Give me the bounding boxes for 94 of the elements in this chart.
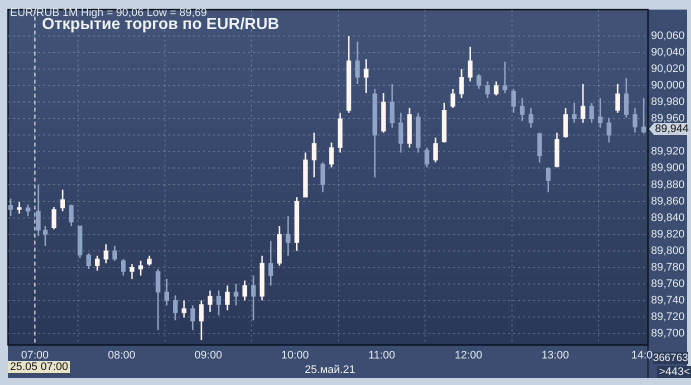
candlestick	[485, 80, 490, 99]
candlestick	[598, 97, 603, 128]
y-tick-label: 89,920	[651, 146, 685, 158]
candlestick	[520, 97, 525, 122]
x-tick-label: 07:00	[21, 350, 49, 362]
x-tick-label: 09:00	[194, 350, 222, 362]
x-tick-label: 14:0	[631, 350, 653, 362]
y-tick-label: 89,740	[651, 294, 685, 306]
candlestick	[42, 225, 48, 247]
candlestick	[156, 268, 160, 331]
candlestick	[268, 240, 274, 286]
candlestick	[26, 204, 30, 217]
candlestick	[572, 102, 577, 124]
candlestick	[468, 46, 473, 82]
candlestick	[121, 258, 126, 276]
candlestick	[94, 255, 100, 272]
y-tick-label: 90,040	[651, 46, 685, 59]
candlestick	[251, 274, 256, 321]
y-tick-label: 89,700	[651, 327, 685, 340]
x-tick-label: 13:00	[541, 350, 569, 362]
candlestick	[286, 215, 290, 257]
candlestick	[450, 88, 456, 109]
candlestick	[68, 204, 74, 227]
candlestick	[494, 80, 499, 96]
candlestick	[433, 136, 438, 164]
candlestick	[130, 263, 134, 280]
candlestick	[173, 294, 178, 321]
candlestick	[398, 112, 404, 154]
chart-subtitle: EUR/RUB 1M High = 90,06 Low = 89,69	[10, 7, 207, 19]
x-tick-label: 11:00	[368, 350, 396, 362]
candlestick	[580, 83, 586, 124]
candlestick	[199, 300, 204, 341]
candlestick	[355, 41, 360, 85]
y-tick-label: 89,800	[651, 244, 685, 257]
candlestick	[182, 300, 186, 318]
candlestick	[537, 132, 542, 164]
candlestick	[208, 290, 212, 313]
candlestick	[511, 88, 516, 114]
candlestick	[606, 117, 612, 144]
y-tick-label: 89,840	[651, 212, 685, 224]
candlestick	[641, 97, 646, 134]
y-tick-label: 89,760	[651, 278, 685, 290]
candlestick	[216, 290, 222, 316]
y-tick-label: 89,880	[651, 178, 685, 191]
candlestick	[147, 255, 152, 266]
candlestick	[112, 245, 117, 262]
candlestick	[190, 304, 196, 331]
candlestick	[364, 58, 368, 94]
candlestick	[242, 280, 248, 302]
y-tick-label: 90,020	[651, 63, 685, 76]
candlestick	[632, 107, 638, 134]
candlestick	[624, 77, 629, 119]
y-tick-label: 89,900	[651, 162, 685, 174]
candlestick	[390, 83, 395, 128]
candlestick	[528, 107, 534, 128]
candlestick	[86, 252, 91, 270]
candlestick	[329, 142, 334, 168]
y-tick-label: 89,780	[651, 261, 685, 274]
candlestick	[164, 278, 170, 306]
candlestick	[138, 260, 144, 276]
candlestick	[563, 107, 568, 138]
chart-title: Открытие торгов по EUR/RUB	[42, 16, 280, 34]
candlestick	[589, 102, 594, 124]
y-tick-label: 90,000	[651, 80, 685, 92]
candlestick	[8, 198, 13, 217]
candlestick	[502, 60, 508, 94]
text: 25.05 07:00	[8, 361, 70, 373]
y-tick-label: 89,960	[651, 112, 685, 125]
candlestick	[546, 166, 551, 193]
candlestick	[104, 243, 108, 264]
text: 366763	[653, 352, 688, 364]
y-tick-label: 89,720	[651, 310, 685, 323]
candlestick	[312, 132, 316, 178]
y-tick-label: 89,980	[651, 96, 685, 108]
candlestick	[459, 68, 464, 99]
x-tick-label: 12:00	[454, 350, 482, 362]
y-tick-label: 90,060	[651, 30, 685, 42]
candlestick	[16, 201, 22, 214]
text: >443<	[657, 366, 691, 378]
candlestick	[234, 283, 238, 306]
text: 89,944	[649, 123, 691, 135]
candlestick	[615, 83, 620, 114]
text: 25.май.21	[304, 364, 356, 376]
x-tick-label: 10:00	[281, 350, 309, 362]
y-tick-label: 89,820	[651, 228, 685, 240]
candlestick	[424, 146, 430, 168]
x-tick-label: 08:00	[108, 350, 136, 362]
candlestick	[52, 206, 56, 230]
candlestick	[320, 162, 326, 193]
candlestick	[60, 188, 65, 212]
candlestick	[476, 73, 482, 90]
y-tick-label: 89,860	[651, 195, 685, 208]
candlestick	[225, 284, 230, 312]
candlestick	[36, 184, 41, 237]
